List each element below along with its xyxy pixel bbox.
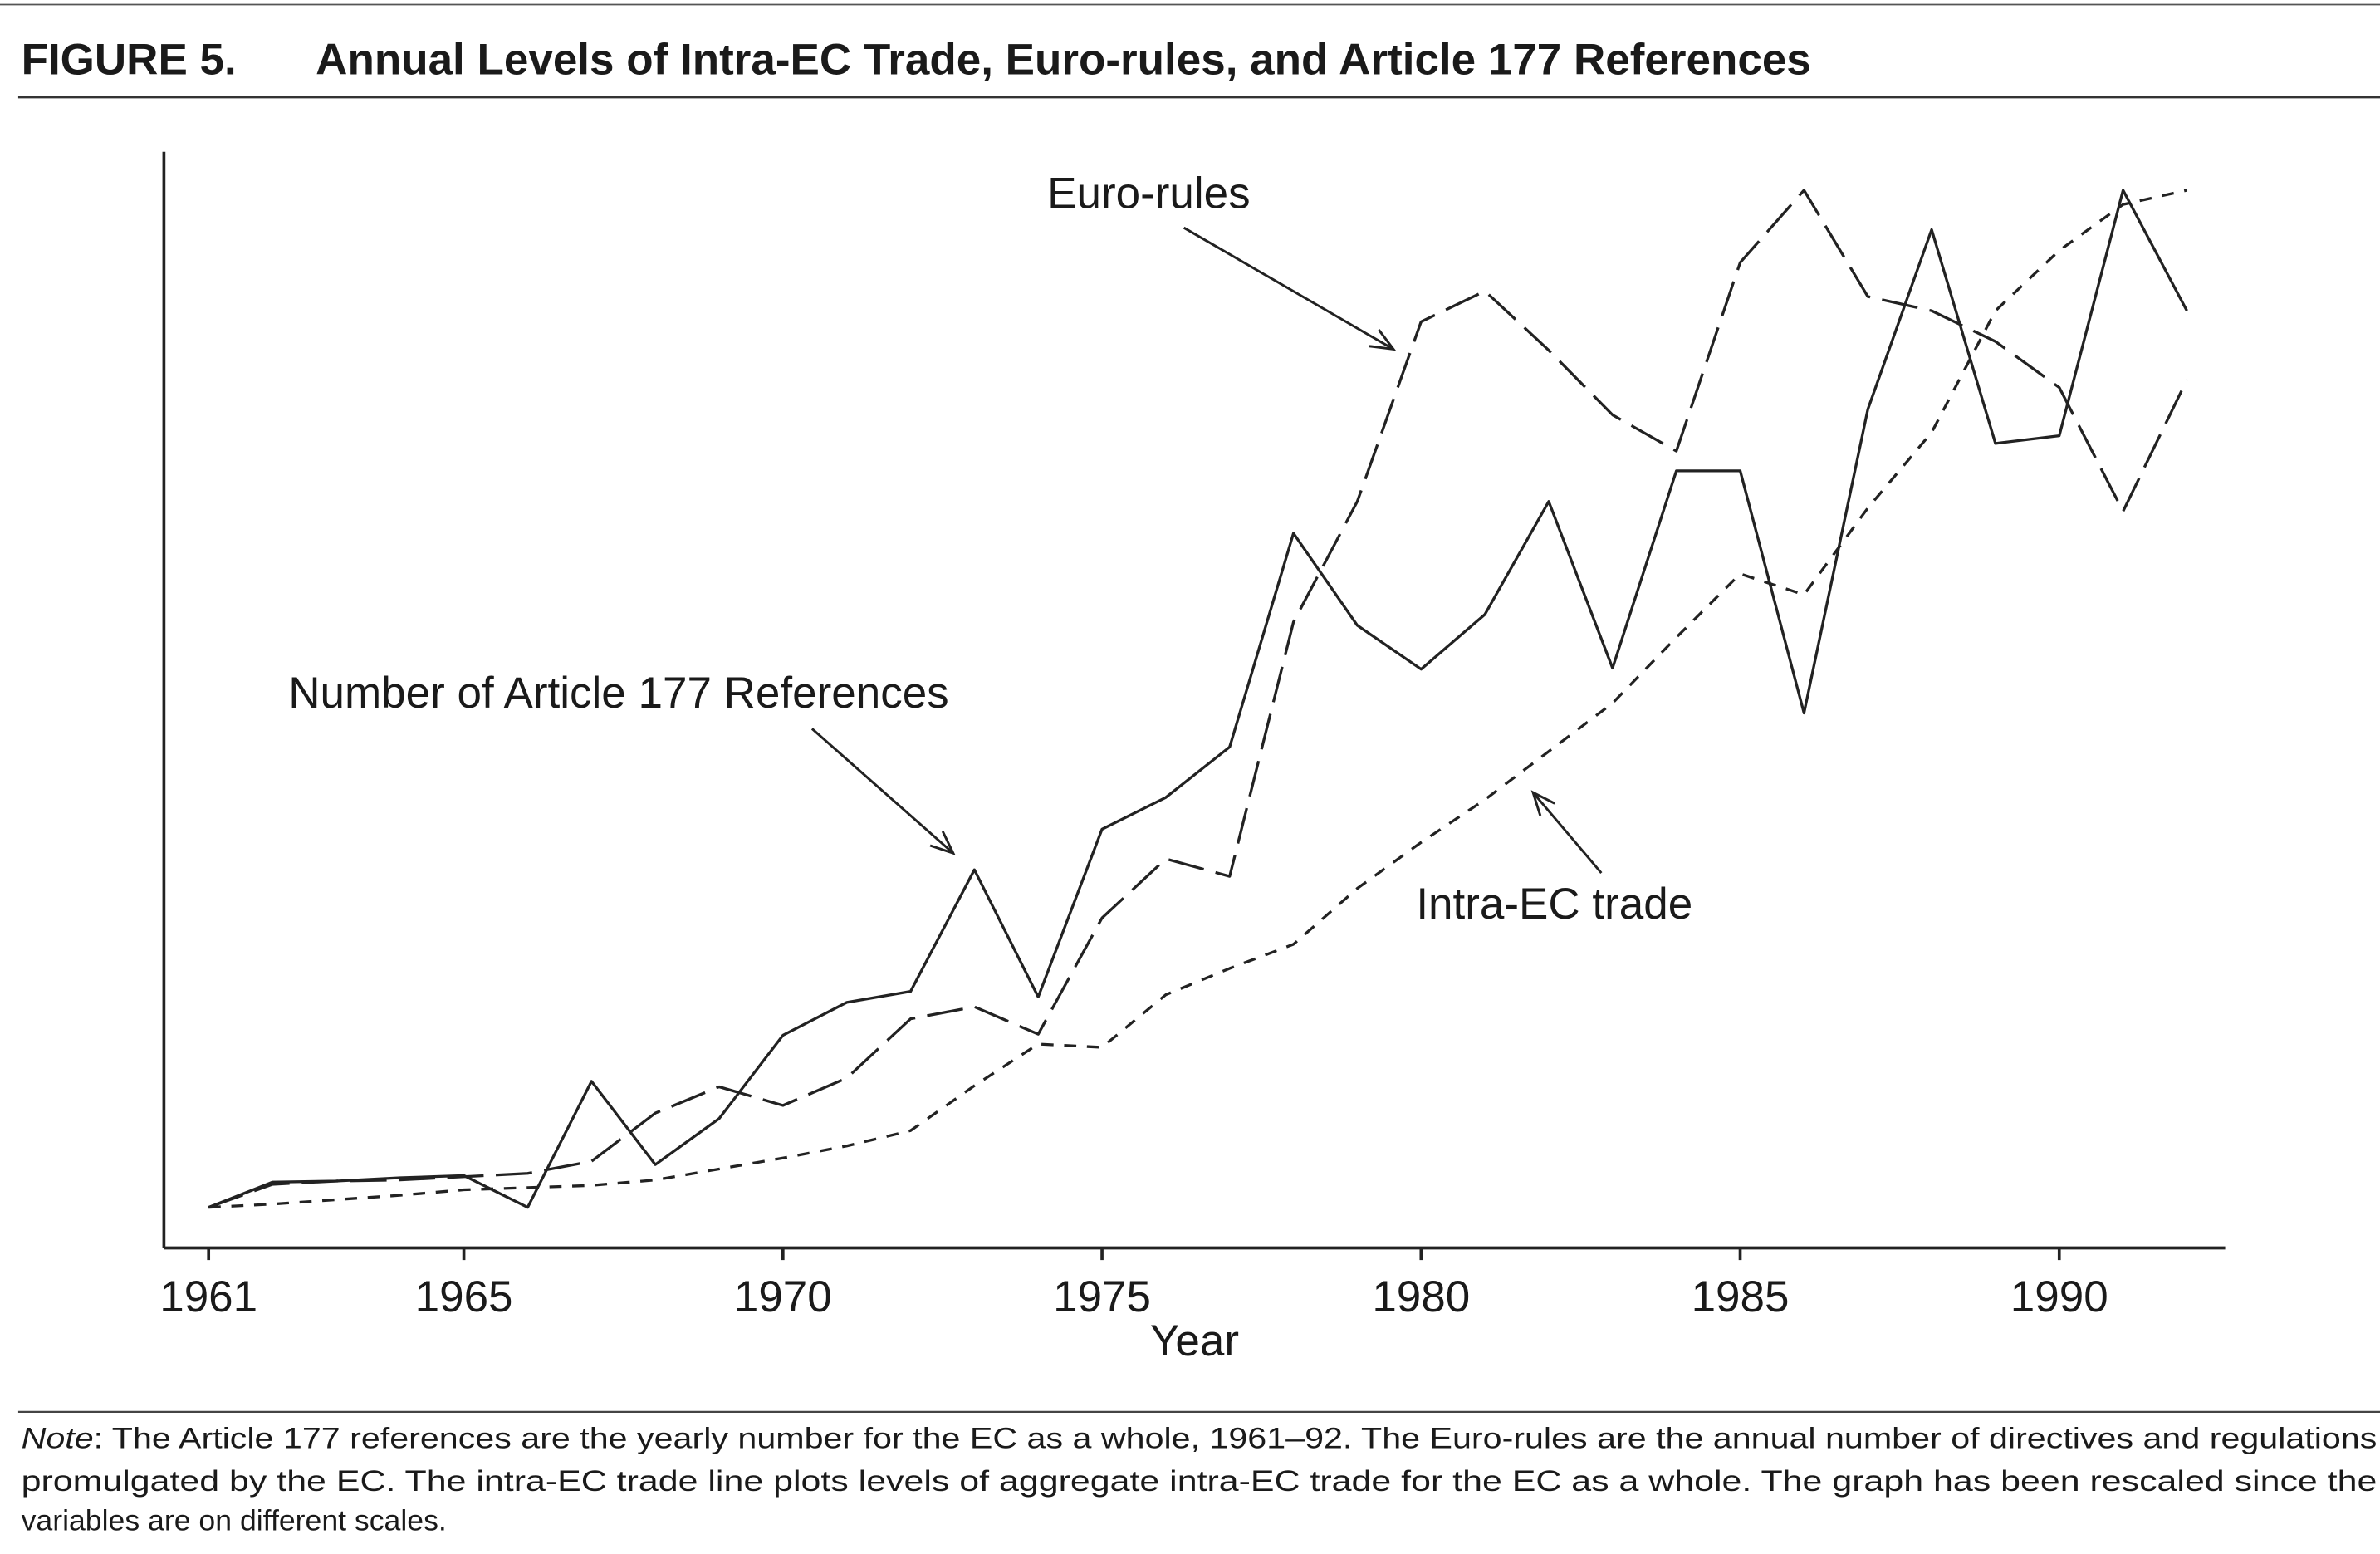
x-axis-label: Year (1150, 1316, 1239, 1365)
series-line (208, 189, 2187, 1209)
annotation-arrow (1183, 226, 1394, 351)
arrow-head (1369, 329, 1397, 351)
series-label: Number of Article 177 References (288, 669, 948, 718)
x-tick-label: 1970 (734, 1272, 832, 1321)
note-line: Note: The Article 177 references are the… (22, 1422, 2378, 1455)
x-tick-label: 1980 (1372, 1272, 1470, 1321)
x-tick-label: 1961 (159, 1272, 257, 1321)
note-text: : The Article 177 references are the yea… (94, 1422, 2378, 1455)
x-tick-label: 1975 (1053, 1272, 1151, 1321)
chart-title: Annual Levels of Intra-EC Trade, Euro-ru… (316, 36, 1811, 85)
series-line (208, 189, 2188, 1209)
series-label: Euro-rules (1047, 169, 1250, 218)
x-tick-label: 1985 (1692, 1272, 1790, 1321)
arrow-head (929, 831, 956, 855)
figure-label: FIGURE 5. (22, 36, 237, 85)
x-tick-label: 1990 (2010, 1272, 2108, 1321)
series-label: Intra-EC trade (1416, 880, 1692, 929)
annotation-arrow (1531, 792, 1603, 874)
note-label: Note (22, 1422, 94, 1455)
arrow-head (1530, 790, 1555, 816)
x-tick-label: 1965 (415, 1272, 513, 1321)
note-line: promulgated by the EC. The intra-EC trad… (22, 1464, 2378, 1498)
annotation-arrow (810, 728, 954, 855)
note-line: variables are on different scales. (22, 1503, 447, 1537)
